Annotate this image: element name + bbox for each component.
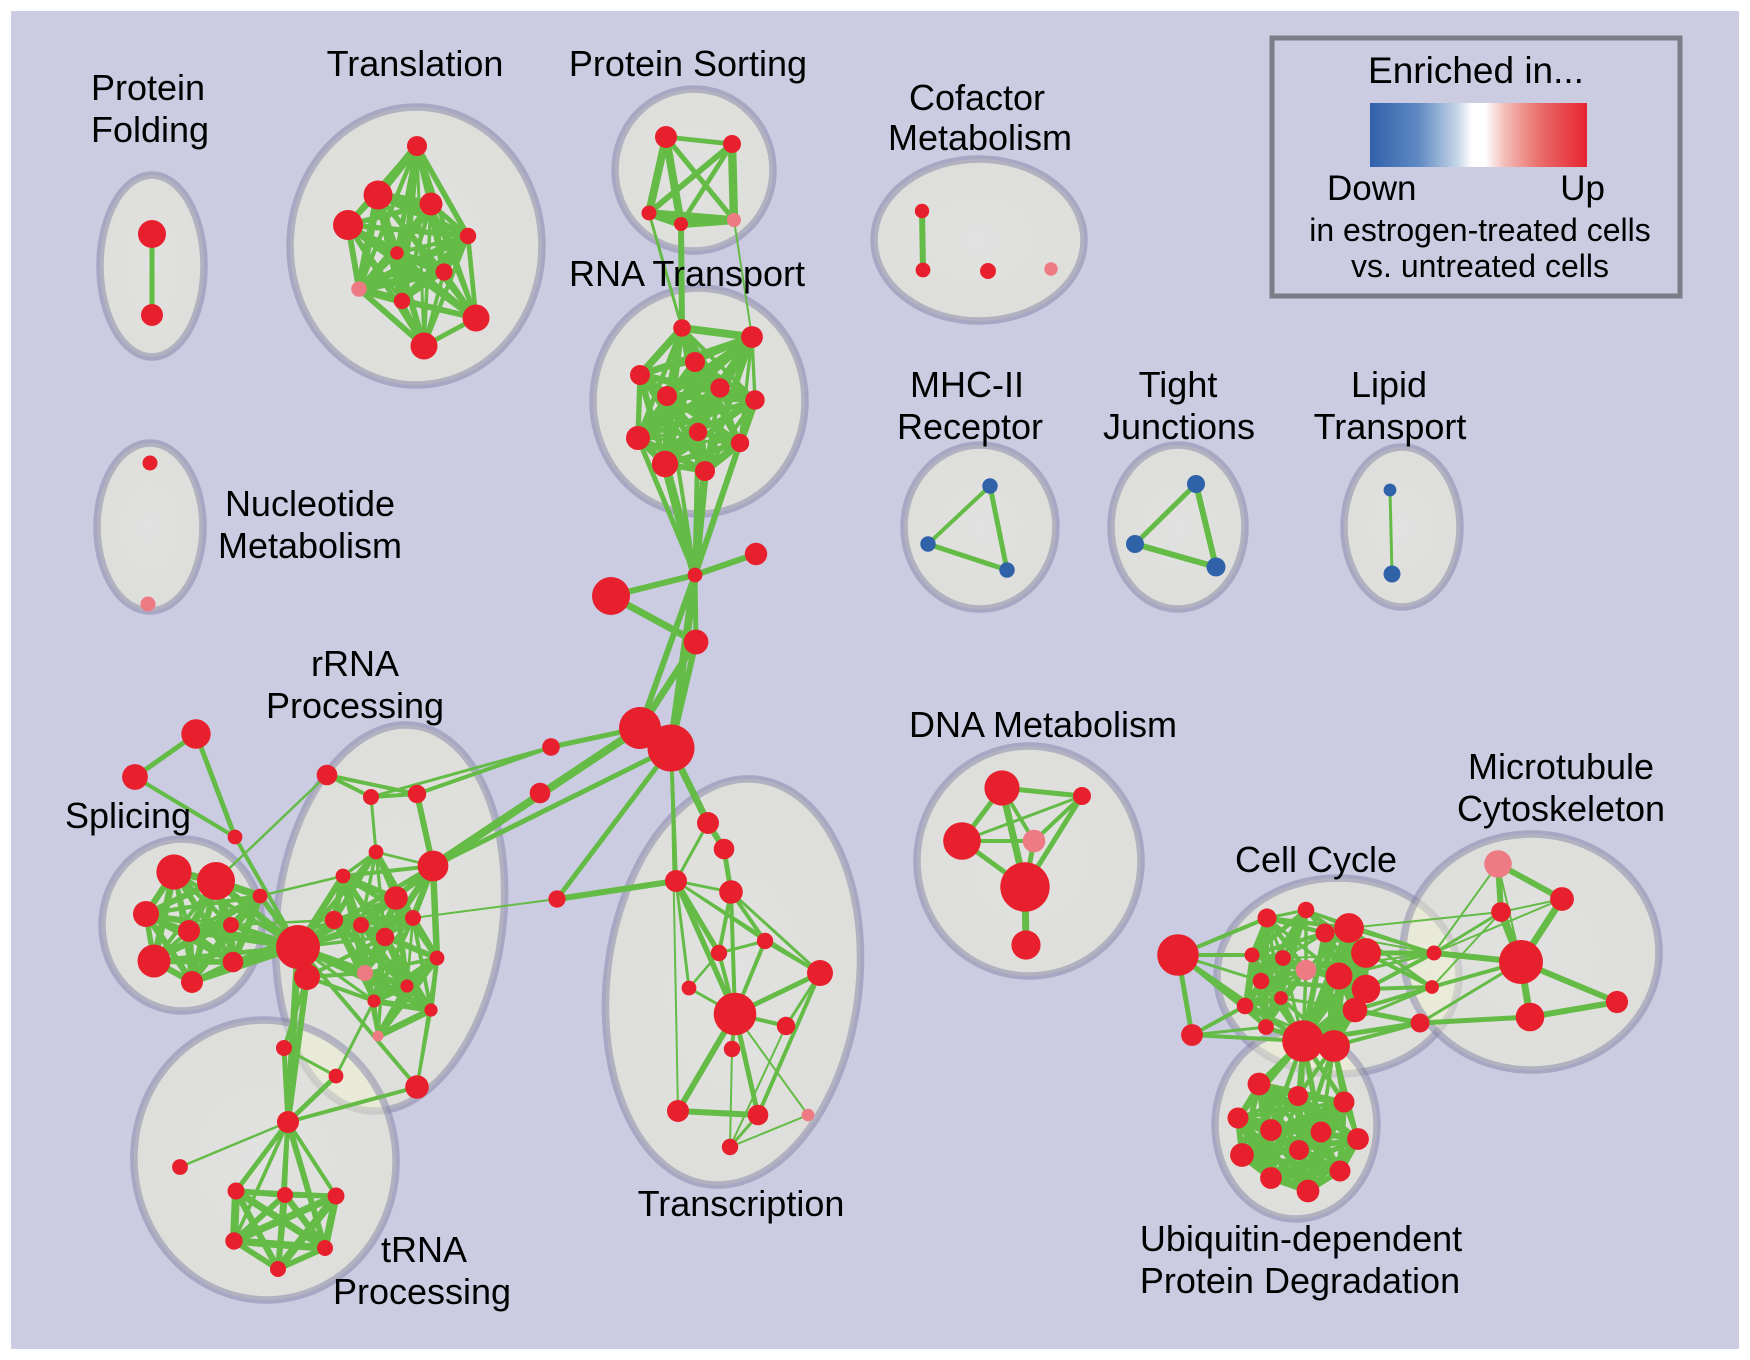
svg-text:DNA Metabolism: DNA Metabolism (909, 704, 1177, 745)
svg-text:Protein Sorting: Protein Sorting (569, 43, 807, 84)
svg-text:Microtubule: Microtubule (1468, 746, 1654, 787)
svg-text:Protein Degradation: Protein Degradation (1140, 1260, 1460, 1301)
svg-text:RNA Transport: RNA Transport (569, 253, 805, 294)
svg-text:Tight: Tight (1139, 364, 1218, 405)
svg-text:Transport: Transport (1314, 406, 1467, 447)
svg-text:Transcription: Transcription (638, 1183, 845, 1224)
svg-text:Cytoskeleton: Cytoskeleton (1457, 788, 1665, 829)
svg-text:Enriched in...: Enriched in... (1368, 50, 1584, 91)
svg-text:Cell Cycle: Cell Cycle (1235, 839, 1397, 880)
svg-text:Processing: Processing (266, 685, 444, 726)
svg-text:rRNA: rRNA (311, 643, 399, 684)
svg-text:Metabolism: Metabolism (218, 525, 402, 566)
svg-text:vs. untreated cells: vs. untreated cells (1351, 248, 1609, 284)
svg-text:Folding: Folding (91, 109, 209, 150)
svg-text:Translation: Translation (327, 43, 504, 84)
svg-text:Lipid: Lipid (1351, 364, 1427, 405)
svg-text:Metabolism: Metabolism (888, 117, 1072, 158)
svg-text:Protein: Protein (91, 67, 205, 108)
svg-text:Up: Up (1560, 169, 1605, 208)
svg-text:Down: Down (1327, 169, 1416, 208)
svg-text:Ubiquitin-dependent: Ubiquitin-dependent (1140, 1218, 1462, 1259)
svg-text:Nucleotide: Nucleotide (225, 483, 395, 524)
svg-text:tRNA: tRNA (381, 1229, 467, 1270)
svg-text:MHC-II: MHC-II (910, 364, 1024, 405)
svg-text:Junctions: Junctions (1103, 406, 1255, 447)
svg-text:Receptor: Receptor (897, 406, 1043, 447)
svg-text:Cofactor: Cofactor (909, 77, 1045, 118)
svg-text:in estrogen-treated cells: in estrogen-treated cells (1309, 212, 1651, 248)
svg-text:Processing: Processing (333, 1271, 511, 1312)
svg-text:Splicing: Splicing (65, 795, 191, 836)
